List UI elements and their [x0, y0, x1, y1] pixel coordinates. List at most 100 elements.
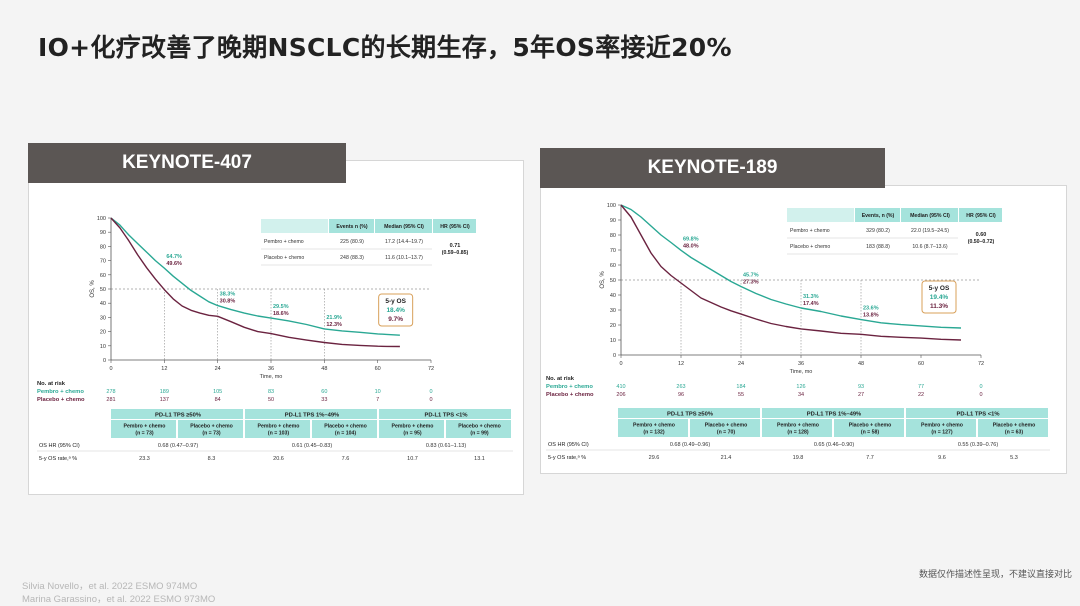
- subgroup-hr: 0.61 (0.45–0.83): [292, 443, 333, 449]
- arm-header-n: (n = 70): [717, 430, 736, 436]
- risk-label-pembro: Pembro + chemo: [546, 384, 593, 390]
- subgroup-header-cell: [111, 409, 243, 419]
- disclaimer: 数据仅作描述性呈现，不建议直接对比: [918, 569, 1072, 579]
- y-tick-label: 90: [100, 230, 106, 236]
- y-tick-label: 30: [610, 308, 616, 314]
- y-axis-label: OS, %: [600, 271, 606, 289]
- risk-count: 27: [858, 392, 864, 398]
- risk-count: 0: [429, 397, 432, 403]
- hr-table-cell: 11.6 (10.1–13.7): [385, 255, 423, 261]
- subgroup-header: PD-L1 TPS ≥50%: [155, 413, 201, 419]
- pembro-rate-label: 31.3%: [803, 294, 819, 300]
- risk-count: 34: [798, 392, 804, 398]
- y-tick-label: 20: [100, 330, 106, 336]
- arm-header: Placebo + chemo: [849, 423, 892, 429]
- arm-header-cell: [312, 420, 377, 438]
- subgroup-rate: 7.6: [342, 456, 350, 462]
- placebo-rate-label: 49.6%: [166, 261, 182, 267]
- keynote-189-chart: 0 10 20 30 40 50 60 70 80 90 100 0 12 24 36 48 60 72 Time,…: [546, 203, 1050, 461]
- five-year-os-label: 5-y OS: [929, 285, 950, 292]
- y-tick-label: 100: [97, 216, 106, 222]
- y-tick-label: 30: [100, 315, 106, 321]
- arm-header-cell: [245, 420, 310, 438]
- risk-count: 410: [616, 384, 625, 390]
- x-tick-label: 24: [215, 366, 221, 372]
- keynote-407-panel: 0 10 20 30 40 50 60 70 80 90 100 0 12 24 36 48 60 72 Time,…: [28, 160, 524, 495]
- five-year-pembro-value: 19.4%: [930, 294, 949, 301]
- x-tick-label: 0: [619, 361, 622, 367]
- arm-header-n: (n = 73): [135, 431, 154, 437]
- x-axis-label: Time, mo: [260, 374, 283, 380]
- arm-header: Placebo + chemo: [324, 424, 367, 430]
- hr-value: 0.60: [976, 232, 987, 238]
- placebo-rate-label: 17.4%: [803, 301, 819, 307]
- x-tick-label: 72: [428, 366, 434, 372]
- y-axis-label: OS, %: [90, 280, 96, 298]
- risk-count: 7: [376, 397, 379, 403]
- arm-header-n: (n = 128): [787, 430, 808, 436]
- five-year-placebo-value: 11.3%: [930, 303, 948, 310]
- hr-table-cell: 225 (80.9): [340, 239, 364, 245]
- risk-count: 0: [979, 384, 982, 390]
- pembro-rate-label: 23.6%: [863, 306, 879, 312]
- risk-count: 96: [678, 392, 684, 398]
- hr-table-cell: 17.2 (14.4–19.7): [385, 239, 423, 245]
- placebo-chemo-line: [110, 217, 400, 348]
- subgroup-header: PD-L1 TPS ≥50%: [667, 412, 713, 418]
- reference-2: Marina Garassino，et al. 2022 ESMO 973MO: [22, 594, 216, 605]
- risk-count: 22: [918, 392, 924, 398]
- risk-count: 126: [796, 384, 805, 390]
- risk-count: 33: [321, 397, 327, 403]
- five-year-placebo-value: 9.7%: [388, 316, 403, 323]
- hr-table-cell: 22.0 (19.5–24.5): [911, 228, 949, 234]
- subgroup-header-cell: [762, 408, 904, 418]
- hr-table-header-cell: [329, 219, 374, 233]
- five-year-rate-label: 5-y OS rate,ᵃ %: [39, 456, 77, 462]
- risk-label-placebo: Placebo + chemo: [546, 392, 594, 398]
- placebo-rate-label: 18.6%: [273, 311, 289, 317]
- subgroup-header: PD-L1 TPS <1%: [956, 412, 999, 418]
- y-tick-label: 60: [610, 263, 616, 269]
- arm-header: Placebo + chemo: [705, 423, 748, 429]
- y-tick-label: 20: [610, 323, 616, 329]
- pembro-rate-label: 21.9%: [326, 315, 342, 321]
- hr-table-header: Median (95% CI): [910, 213, 950, 219]
- x-tick-label: 0: [109, 366, 112, 372]
- y-tick-label: 0: [103, 358, 106, 364]
- y-tick-label: 90: [610, 218, 616, 224]
- risk-count: 10: [375, 389, 381, 395]
- subgroup-header: PD-L1 TPS <1%: [424, 413, 467, 419]
- arm-header-cell: [834, 419, 904, 437]
- subgroup-rate: 7.7: [866, 455, 874, 461]
- x-axis-label: Time, mo: [790, 369, 813, 375]
- risk-count: 55: [738, 392, 744, 398]
- arm-header-n: (n = 104): [335, 431, 356, 437]
- x-tick-label: 24: [738, 361, 744, 367]
- pembro-chemo-line: [620, 204, 962, 329]
- hr-table-cell: 183 (88.8): [866, 244, 890, 250]
- x-tick-label: 36: [268, 366, 274, 372]
- x-tick-label: 72: [978, 361, 984, 367]
- subgroup-header-cell: [245, 409, 377, 419]
- hr-table-cell: 248 (88.3): [340, 255, 364, 261]
- pembro-chemo-line: [110, 217, 400, 336]
- y-tick-label: 50: [100, 287, 106, 293]
- reference-1: Silvia Novello，et al. 2022 ESMO 974MO: [22, 581, 198, 592]
- arm-header-cell: [690, 419, 760, 437]
- hr-table-cell: 329 (80.2): [866, 228, 890, 234]
- x-tick-label: 12: [678, 361, 684, 367]
- risk-count: 263: [676, 384, 685, 390]
- subgroup-header-cell: [906, 408, 1048, 418]
- risk-count: 0: [429, 389, 432, 395]
- hr-table-header: HR (95% CI): [966, 213, 996, 219]
- arm-header-cell: [446, 420, 511, 438]
- arm-header-n: (n = 58): [861, 430, 880, 436]
- arm-header-n: (n = 99): [470, 431, 489, 437]
- subgroup-rate: 10.7: [407, 456, 418, 462]
- arm-header-cell: [178, 420, 243, 438]
- y-tick-label: 10: [100, 344, 106, 350]
- risk-count: 0: [979, 392, 982, 398]
- keynote-189-title: KEYNOTE-189: [540, 148, 885, 188]
- risk-table-title: No. at risk: [37, 381, 66, 387]
